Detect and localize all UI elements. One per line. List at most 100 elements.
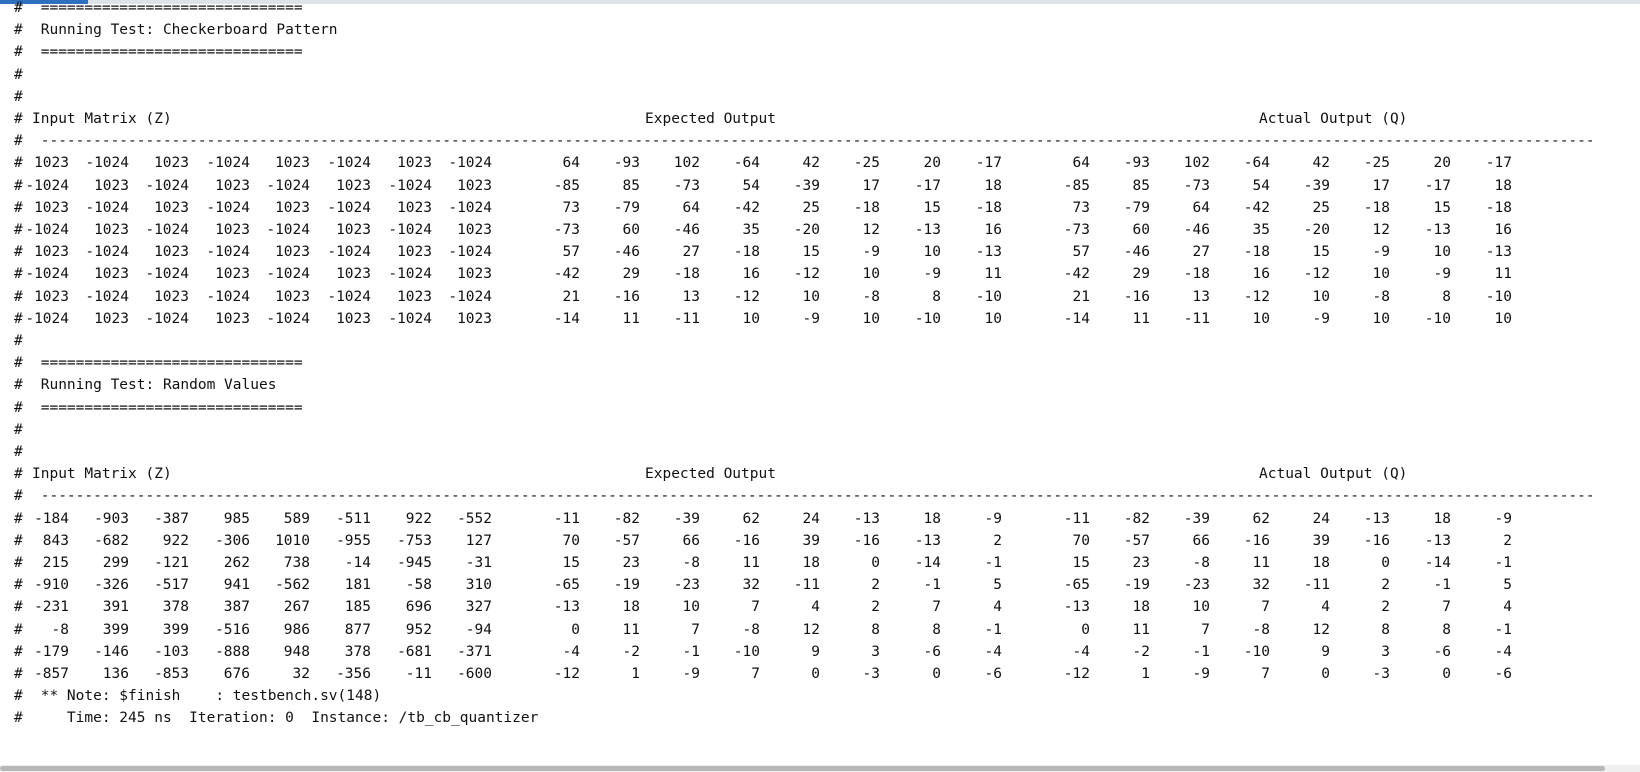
input-cell: -682 (94, 532, 129, 549)
expected-cell: -23 (673, 577, 700, 594)
expected-cell: -4 (562, 643, 580, 660)
actual-cell: -13 (1424, 532, 1451, 549)
expected-cell: -42 (733, 199, 760, 216)
input-cell: 948 (283, 643, 310, 660)
actual-cell: 32 (1252, 577, 1270, 594)
actual-cell: 12 (1372, 222, 1390, 238)
actual-cell: 8 (1442, 288, 1451, 305)
actual-cell: 42 (1312, 155, 1330, 172)
actual-cell: 27 (1192, 244, 1210, 261)
actual-cell: 11 (1132, 621, 1150, 638)
expected-cell: 16 (742, 266, 760, 283)
expected-cell: 4 (993, 599, 1002, 616)
input-cell: -1024 (266, 177, 310, 194)
input-cell: -387 (154, 510, 189, 527)
expected-cell: 102 (673, 155, 700, 172)
actual-cell: 21 (1072, 288, 1090, 305)
actual-cell: 0 (1081, 621, 1090, 638)
expected-cell: -13 (914, 222, 941, 238)
expected-cell: 12 (802, 621, 820, 638)
expected-cell: -9 (862, 244, 880, 261)
expected-cell: -11 (673, 310, 700, 327)
line-prefix: # (14, 244, 23, 261)
expected-cell: -1 (984, 555, 1002, 571)
actual-cell: 0 (1442, 666, 1451, 682)
input-cell: 696 (405, 599, 432, 616)
expected-cell: -82 (613, 510, 640, 527)
actual-cell: -73 (1063, 222, 1090, 238)
top-scrollbar[interactable] (0, 0, 1640, 4)
expected-cell: -1 (923, 577, 941, 594)
line-prefix: # (14, 466, 23, 483)
separator-text: ============================== (32, 44, 303, 61)
expected-cell: 11 (622, 310, 640, 327)
expected-cell: -17 (914, 177, 941, 194)
input-cell: 262 (223, 555, 250, 571)
expected-cell: 2 (871, 599, 880, 616)
input-cell: -1024 (388, 266, 432, 283)
expected-cell: -13 (914, 532, 941, 549)
actual-cell: -46 (1183, 222, 1210, 238)
line-prefix: # (14, 688, 23, 705)
actual-cell: -79 (1123, 199, 1150, 216)
input-cell: 1023 (154, 199, 189, 216)
actual-cell: -16 (1363, 532, 1390, 549)
expected-cell: 18 (622, 599, 640, 616)
input-cell: 1023 (275, 244, 310, 261)
expected-cell: 13 (682, 288, 700, 305)
actual-cell: 10 (1312, 288, 1330, 305)
expected-cell: 64 (562, 155, 580, 172)
line-prefix: # (14, 666, 23, 682)
input-cell: 185 (344, 599, 371, 616)
actual-cell: -8 (1192, 555, 1210, 571)
input-cell: 327 (465, 599, 492, 616)
input-cell: -1024 (206, 155, 250, 172)
expected-cell: 85 (622, 177, 640, 194)
actual-cell: -10 (1485, 288, 1512, 305)
actual-cell: 2 (1381, 599, 1390, 616)
expected-cell: -13 (853, 510, 880, 527)
actual-cell: 0 (1321, 666, 1330, 682)
expected-cell: 1 (631, 666, 640, 682)
actual-cell: -12 (1303, 266, 1330, 283)
input-cell: -371 (457, 643, 492, 660)
input-cell: 299 (102, 555, 129, 571)
input-cell: -1024 (145, 177, 189, 194)
horizontal-scrollbar-thumb[interactable] (0, 766, 1605, 771)
input-cell: -11 (405, 666, 432, 682)
expected-cell: -8 (862, 288, 880, 305)
expected-cell: 62 (742, 510, 760, 527)
input-cell: 136 (102, 666, 129, 682)
actual-cell: -85 (1063, 177, 1090, 194)
input-cell: 1023 (94, 266, 129, 283)
expected-cell: 23 (622, 555, 640, 571)
horizontal-scrollbar[interactable] (0, 765, 1640, 772)
top-scrollbar-thumb[interactable] (0, 0, 88, 4)
input-matrix-header: Input Matrix (Z) (32, 466, 172, 483)
actual-cell: 8 (1442, 621, 1451, 638)
expected-cell: -13 (553, 599, 580, 616)
line-prefix: # (14, 377, 23, 394)
actual-cell: -1 (1192, 643, 1210, 660)
expected-cell: 0 (871, 555, 880, 571)
actual-cell: -13 (1363, 510, 1390, 527)
expected-cell: 7 (691, 621, 700, 638)
actual-cell: 10 (1252, 310, 1270, 327)
actual-cell: -13 (1424, 222, 1451, 238)
actual-cell: 16 (1252, 266, 1270, 283)
expected-cell: -18 (853, 199, 880, 216)
dash-rule-text: ----------------------------------------… (40, 133, 1592, 150)
actual-cell: 15 (1433, 199, 1451, 216)
actual-cell: -14 (1063, 310, 1090, 327)
input-cell: -552 (457, 510, 492, 527)
expected-cell: 73 (562, 199, 580, 216)
expected-cell: -9 (923, 266, 941, 283)
actual-cell: -14 (1424, 555, 1451, 571)
expected-cell: -42 (553, 266, 580, 283)
input-cell: 1023 (154, 288, 189, 305)
actual-cell: -19 (1123, 577, 1150, 594)
line-prefix: # (14, 88, 23, 105)
input-cell: 1023 (34, 199, 69, 216)
expected-cell: -1 (984, 621, 1002, 638)
